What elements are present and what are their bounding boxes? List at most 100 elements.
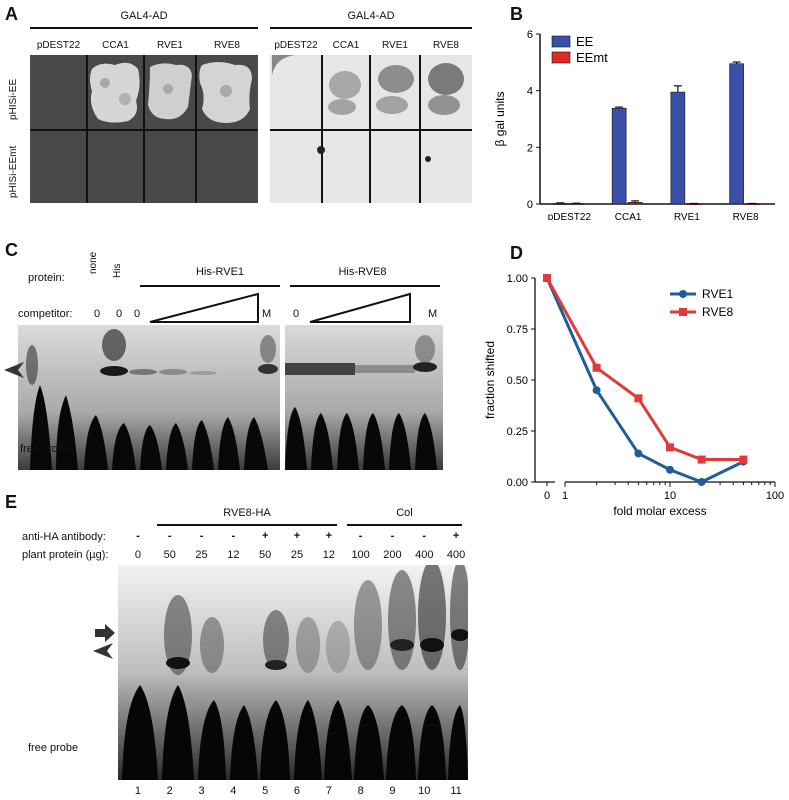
protein-amount-9: 200 [383,549,402,561]
antibody-mark-1: - [136,530,140,542]
panel-a-letter: A [5,4,18,24]
legend-label-EE: EE [576,34,594,49]
panel-a-row-1: pHISi-EE [8,78,19,120]
panel-a-col-right-1: pDEST22 [274,40,318,51]
panel-c-letter: C [5,240,18,260]
legend-label-RVE8: RVE8 [702,305,733,319]
y-tick-label: 2 [527,142,533,154]
panel-c-competitor-label: competitor: [18,308,73,320]
protein-amount-5: 50 [259,549,272,561]
panel-c-arrowhead-icon [4,362,24,378]
lane-number-7: 7 [325,785,332,797]
panel-e-plant-protein-label: plant protein (µg): [22,549,109,561]
panel-e-gel [118,565,468,780]
y-tick-label: 0.25 [507,426,528,438]
panel-c-zero-4: 0 [293,308,300,320]
panel-d-chart: 0.00 0.25 0.50 0.75 1.00 0 1 10 100 fold molar ex… [483,273,784,518]
legend-label-EEmt: EEmt [576,50,608,65]
protein-amount-2: 50 [163,549,176,561]
x-tick-label: 100 [766,490,784,502]
point-RVE8 [666,443,674,452]
panel-c-free-probe: free probe [20,443,71,455]
y-tick-label: 0.75 [507,324,528,336]
antibody-mark-5: + [261,530,269,542]
lane-number-1: 1 [134,785,141,797]
antibody-mark-10: - [422,530,427,542]
protein-amount-11: 400 [446,549,466,561]
point-RVE8 [697,455,706,464]
panel-c-rve8-line [290,285,440,287]
y-tick-label: 6 [527,29,533,41]
line-RVE1 [563,318,745,484]
panel-c-gel-right [285,325,443,470]
panel-e-rve8ha-label: RVE8-HA [223,507,271,519]
panel-a-col-right-2: CCA1 [332,40,360,51]
panel-a-col-right-3: RVE1 [382,40,408,51]
antibody-mark-3: - [199,530,204,542]
x-tick-label: 10 [664,490,676,502]
lane-number-11: 11 [450,785,462,797]
panel-a-col-left-4: RVE8 [214,40,240,51]
panel-a-row-2: pHISi-EEmt [8,145,19,198]
protein-amount-10: 400 [415,549,434,561]
antibody-mark-8: - [358,530,363,542]
point-RVE1 [666,465,674,474]
antibody-mark-9: - [390,530,395,542]
panel-c-protein-label: protein: [28,272,65,284]
legend-swatch-EE [551,35,571,48]
panel-c-m-2: M [428,308,438,320]
y-axis-label: fraction shifted [483,341,497,419]
y-tick-label: 0.50 [507,375,528,387]
lane-number-10: 10 [418,785,431,797]
panel-e-rve8ha-line [157,524,337,526]
legend-label-RVE1: RVE1 [702,287,733,301]
panel-e-col-line [347,524,462,526]
panel-c-rve8-label: His-RVE8 [338,266,387,278]
panel-c-zero-2: 0 [116,308,123,320]
panel-c-wedges [149,292,411,323]
antibody-mark-11: + [452,530,460,542]
point-RVE8 [634,394,643,403]
x-tick-label: pDEST22 [548,212,592,220]
panel-a-header-line-right [270,27,472,29]
y-tick-label: 4 [527,86,533,98]
y-tick-label: 0.00 [507,477,528,489]
panel-c-his-label: His [112,263,123,278]
panel-c-zero-1: 0 [94,308,101,320]
panel-e-free-probe: free probe [28,742,79,754]
panel-e-col-label: Col [396,507,413,519]
x-tick-label: 0 [544,490,550,502]
line-seg-RVE8 [545,277,567,312]
panel-a-header-left: GAL4-AD [120,10,168,22]
protein-amount-1: 0 [134,549,141,561]
panel-a-col-left-1: pDEST22 [36,40,81,51]
lane-number-2: 2 [166,785,173,797]
protein-amount-8: 100 [351,549,370,561]
antibody-mark-2: - [167,530,172,542]
lane-number-6: 6 [293,785,301,797]
lane-number-3: 3 [198,785,205,797]
point-RVE8 [543,274,551,282]
panel-e-letter: E [5,492,18,512]
panel-c-none-label: none [88,251,99,274]
colony-cca1-ee [90,62,140,123]
antibody-mark-7: + [325,530,333,542]
x-tick-label: RVE8 [733,212,759,220]
x-tick-label: RVE1 [674,212,700,220]
bar-EEmt-CCA1 [627,202,643,205]
panel-c-gel-left [18,325,280,470]
lane-number-5: 5 [262,785,269,797]
y-tick-label: 1.00 [507,273,528,285]
lane-number-8: 8 [357,785,364,797]
x-tick-label: CCA1 [615,212,642,220]
y-axis-label: β gal units [493,92,507,147]
x-axis-label: fold molar excess [613,504,706,518]
panel-a-header-right: GAL4-AD [347,10,395,22]
panel-d-letter: D [510,243,523,263]
panel-a-col-right-4: RVE8 [433,40,459,51]
bar-EE-RVE1 [670,91,686,205]
panel-c-rve1-line [140,285,280,287]
point-RVE1 [697,478,706,486]
bar-EE-pDEST22 [553,203,568,205]
